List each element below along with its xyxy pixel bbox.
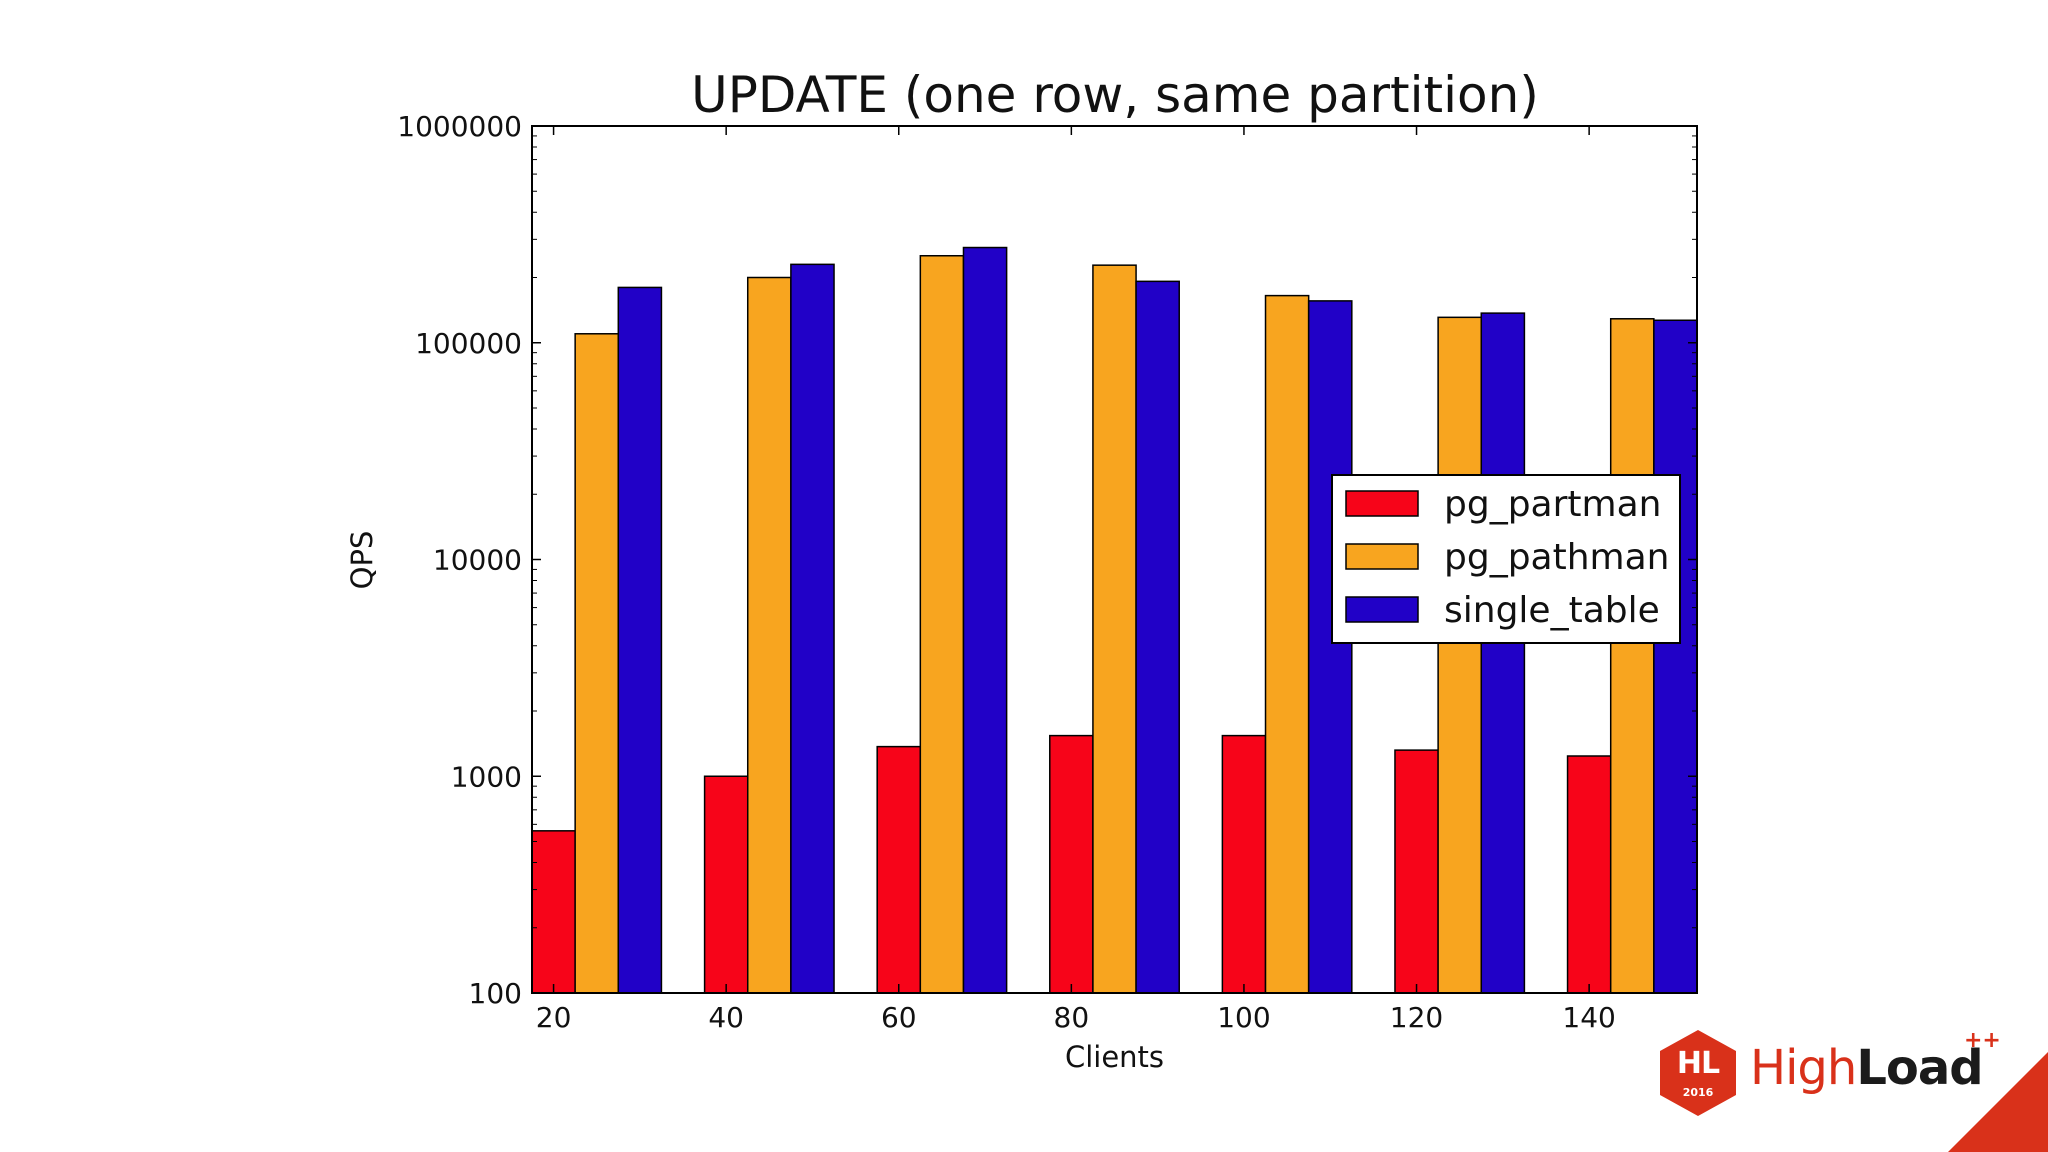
legend-label-single_table: single_table [1444, 590, 1660, 631]
bar-single_table-140 [1653, 319, 1698, 994]
x-tick-label-60: 60 [881, 1001, 917, 1034]
legend: pg_partman pg_pathman single_table [1331, 474, 1681, 644]
bar-pg_pathman-120 [1437, 316, 1483, 994]
legend-swatch-single_table [1345, 596, 1419, 623]
logo-year: 2016 [1682, 1086, 1714, 1099]
bar-pg_pathman-40 [746, 276, 792, 994]
bar-pg_partman-140 [1566, 755, 1612, 994]
legend-swatch-pg_partman [1345, 490, 1419, 517]
corner-accent [1948, 1052, 2048, 1152]
y-tick-label-1000: 1000 [451, 760, 522, 793]
x-tick-label-100: 100 [1217, 1001, 1270, 1034]
bar-pg_pathman-140 [1609, 318, 1655, 994]
bar-pg_partman-120 [1394, 749, 1439, 994]
bar-single_table-120 [1480, 312, 1526, 994]
logo-mark: HL [1676, 1046, 1720, 1081]
x-tick-labels: 20 40 60 80 100 120 140 [536, 1001, 1616, 1034]
y-tick-labels: 100 1000 10000 100000 1000000 [397, 110, 522, 1010]
bar-single_table-60 [962, 246, 1008, 994]
bar-pg_partman-40 [703, 775, 749, 994]
chart-title: UPDATE (one row, same partition) [691, 66, 1539, 124]
bar-pg_partman-20 [531, 830, 576, 994]
bar-pg_pathman-100 [1264, 294, 1310, 994]
y-tick-label-1000000: 1000000 [397, 110, 522, 143]
y-tick-label-100000: 100000 [415, 327, 522, 360]
legend-label-pg_partman: pg_partman [1444, 484, 1661, 525]
bar-pg_partman-100 [1221, 734, 1267, 994]
y-tick-label-10000: 10000 [433, 544, 522, 577]
legend-swatch-pg_pathman [1345, 543, 1419, 570]
ticks-group [532, 125, 1697, 994]
x-tick-label-120: 120 [1390, 1001, 1443, 1034]
x-tick-label-140: 140 [1562, 1001, 1615, 1034]
bar-pg_pathman-20 [574, 333, 620, 994]
bar-single_table-20 [617, 286, 663, 994]
bar-single_table-100 [1307, 300, 1353, 994]
x-axis-label: Clients [1065, 1040, 1164, 1074]
legend-label-pg_pathman: pg_pathman [1444, 537, 1670, 578]
x-tick-label-80: 80 [1054, 1001, 1090, 1034]
x-tick-label-20: 20 [536, 1001, 572, 1034]
bars-group [531, 246, 1698, 994]
bar-single_table-40 [790, 263, 835, 994]
logo-word-light: High [1750, 1040, 1857, 1096]
y-axis-label: QPS [345, 531, 379, 590]
x-tick-label-40: 40 [708, 1001, 744, 1034]
bar-pg_pathman-60 [919, 254, 965, 994]
y-tick-label-100: 100 [469, 977, 522, 1010]
highload-logo: HL 2016 HighLoad ++ [1658, 1028, 2001, 1118]
bar-single_table-80 [1135, 280, 1180, 994]
logo-plus: ++ [1964, 1028, 2001, 1053]
bar-pg_partman-60 [876, 745, 922, 994]
bar-pg_pathman-80 [1092, 264, 1137, 994]
hexagon-icon [1660, 1030, 1736, 1116]
bar-pg_partman-80 [1049, 734, 1094, 994]
